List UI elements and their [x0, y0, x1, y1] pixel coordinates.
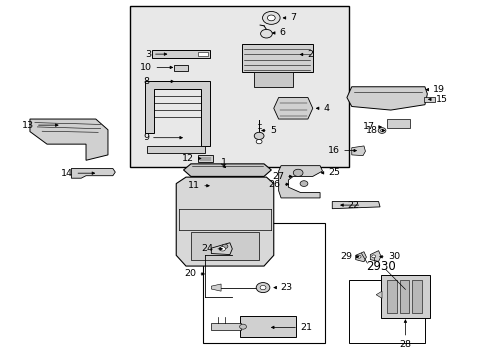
Text: 19: 19 [432, 85, 444, 94]
Polygon shape [190, 232, 259, 260]
Polygon shape [346, 87, 427, 110]
Polygon shape [386, 280, 396, 313]
Text: 11: 11 [188, 181, 200, 190]
Text: 21: 21 [300, 323, 311, 332]
Polygon shape [71, 168, 115, 178]
Text: 1: 1 [221, 158, 226, 167]
Polygon shape [273, 98, 312, 119]
Text: 4: 4 [323, 104, 329, 113]
Circle shape [262, 12, 280, 24]
Polygon shape [239, 316, 295, 337]
Text: 23: 23 [280, 283, 292, 292]
Circle shape [254, 132, 264, 139]
Text: 13: 13 [21, 121, 34, 130]
Circle shape [256, 283, 269, 293]
Text: 18: 18 [366, 126, 377, 135]
Polygon shape [399, 280, 408, 313]
Polygon shape [198, 155, 212, 162]
Circle shape [380, 130, 383, 132]
Text: 14: 14 [61, 169, 73, 178]
Polygon shape [375, 291, 381, 298]
Polygon shape [351, 146, 365, 156]
Polygon shape [183, 164, 271, 176]
Text: 2930: 2930 [366, 260, 395, 273]
Polygon shape [130, 6, 348, 167]
Polygon shape [386, 119, 409, 128]
Polygon shape [369, 251, 380, 261]
Polygon shape [211, 243, 232, 255]
Circle shape [256, 139, 262, 144]
Circle shape [222, 244, 227, 248]
Text: 20: 20 [184, 269, 196, 278]
Text: 5: 5 [269, 126, 275, 135]
Polygon shape [203, 223, 325, 343]
Polygon shape [331, 202, 379, 209]
Text: 12: 12 [182, 154, 193, 163]
Circle shape [260, 285, 265, 290]
Text: 27: 27 [271, 172, 284, 181]
Circle shape [219, 247, 225, 251]
Text: 26: 26 [268, 180, 280, 189]
Circle shape [377, 128, 385, 134]
Polygon shape [198, 51, 207, 56]
Polygon shape [30, 119, 108, 160]
Text: 22: 22 [347, 201, 359, 210]
Text: 24: 24 [201, 244, 213, 253]
Polygon shape [423, 97, 434, 102]
Text: 3: 3 [144, 50, 151, 59]
Text: 8: 8 [142, 77, 149, 86]
Polygon shape [355, 252, 366, 262]
Text: 2: 2 [307, 50, 313, 59]
Text: 7: 7 [290, 13, 296, 22]
Text: 16: 16 [327, 146, 339, 155]
Polygon shape [211, 284, 221, 291]
Polygon shape [411, 280, 421, 313]
Text: 10: 10 [140, 63, 152, 72]
Polygon shape [348, 280, 424, 343]
Polygon shape [144, 81, 210, 146]
Text: 25: 25 [328, 168, 340, 177]
Circle shape [267, 15, 275, 21]
Circle shape [371, 255, 375, 258]
Circle shape [356, 255, 360, 258]
Polygon shape [152, 50, 210, 58]
Text: 17: 17 [363, 122, 374, 131]
Polygon shape [203, 178, 222, 193]
Polygon shape [278, 166, 322, 198]
Circle shape [260, 30, 272, 38]
Polygon shape [254, 72, 293, 87]
Circle shape [300, 181, 307, 186]
Polygon shape [211, 323, 240, 330]
Circle shape [293, 169, 303, 176]
Text: 6: 6 [279, 28, 285, 37]
Polygon shape [147, 146, 205, 153]
Text: 28: 28 [399, 339, 410, 348]
Polygon shape [176, 177, 273, 266]
Polygon shape [173, 64, 188, 71]
Text: 15: 15 [435, 95, 447, 104]
Text: 29: 29 [340, 252, 352, 261]
Polygon shape [380, 275, 429, 318]
Text: 30: 30 [387, 252, 399, 261]
Polygon shape [242, 44, 312, 72]
Text: 9: 9 [142, 133, 149, 142]
Circle shape [239, 324, 246, 329]
